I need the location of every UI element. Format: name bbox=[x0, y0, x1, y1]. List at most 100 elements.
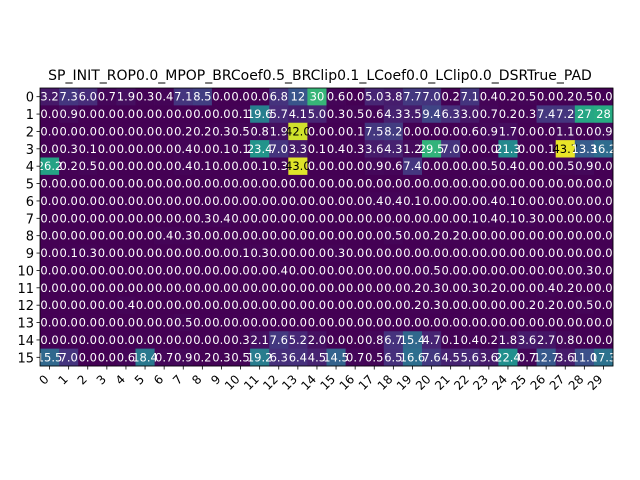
cell-value-label: 0.0 bbox=[193, 177, 211, 191]
cell-value-label: 0.5 bbox=[422, 263, 440, 277]
heatmap-cell bbox=[78, 174, 98, 193]
cell-value-label: 0.0 bbox=[98, 194, 116, 208]
cell-value-label: 0.0 bbox=[518, 142, 536, 156]
heatmap-cell bbox=[498, 88, 518, 106]
cell-value-label: 0.0 bbox=[422, 159, 440, 173]
heatmap-cell bbox=[536, 227, 557, 245]
cell-value-label: 0.0 bbox=[308, 281, 326, 295]
heatmap-cell bbox=[593, 296, 614, 315]
heatmap-cell bbox=[269, 261, 289, 280]
heatmap-cell bbox=[345, 105, 366, 124]
heatmap-cell bbox=[192, 192, 213, 210]
heatmap-cell bbox=[307, 348, 327, 367]
heatmap-cell bbox=[555, 140, 576, 158]
heatmap-cell bbox=[441, 105, 461, 124]
cell-value-label: 0.0 bbox=[40, 333, 58, 347]
heatmap-cell bbox=[154, 227, 175, 245]
cell-value-label: 0.0 bbox=[518, 194, 536, 208]
cell-value-label: 0.0 bbox=[231, 194, 249, 208]
heatmap-cell bbox=[460, 348, 480, 367]
heatmap-cell bbox=[383, 140, 404, 158]
heatmap-cell bbox=[211, 140, 232, 158]
cell-value-label: 0.0 bbox=[98, 177, 116, 191]
heatmap-cell bbox=[173, 192, 194, 210]
heatmap-cell bbox=[364, 174, 385, 193]
heatmap-cell bbox=[574, 244, 595, 263]
heatmap-cell bbox=[326, 157, 346, 176]
cell-value-label: 0.0 bbox=[308, 298, 326, 312]
heatmap-cell bbox=[40, 192, 60, 210]
heatmap-cell bbox=[326, 140, 346, 158]
cell-value-label: 0.1 bbox=[231, 142, 249, 156]
heatmap-cell bbox=[97, 122, 117, 141]
cell-value-label: 0.3 bbox=[60, 142, 78, 156]
heatmap-cell bbox=[383, 105, 404, 124]
heatmap-cell bbox=[211, 209, 232, 228]
heatmap-cell bbox=[78, 157, 98, 176]
cell-value-label: 0.0 bbox=[575, 177, 593, 191]
heatmap-cell bbox=[211, 261, 232, 280]
cell-value-label: 0.0 bbox=[480, 142, 498, 156]
heatmap-cell bbox=[288, 244, 308, 263]
cell-value-label: 0.0 bbox=[594, 281, 612, 295]
cell-value-label: 8.5 bbox=[193, 90, 211, 104]
cell-value-label: 17.3 bbox=[591, 350, 617, 364]
plot-frame bbox=[39, 87, 614, 367]
heatmap-cell bbox=[250, 313, 270, 332]
cell-value-label: 0.1 bbox=[442, 333, 460, 347]
heatmap-cell bbox=[250, 105, 270, 124]
heatmap-cell bbox=[135, 140, 155, 158]
heatmap-cell bbox=[40, 348, 60, 367]
heatmap-cells bbox=[40, 88, 614, 367]
cell-value-label: 0.0 bbox=[594, 177, 612, 191]
heatmap-cell bbox=[479, 348, 499, 367]
heatmap-cell bbox=[536, 157, 557, 176]
heatmap-cell bbox=[307, 174, 327, 193]
cell-value-label: 0.0 bbox=[480, 263, 498, 277]
heatmap-cell bbox=[441, 261, 461, 280]
heatmap-cell bbox=[383, 313, 404, 332]
heatmap-cell bbox=[402, 192, 423, 210]
y-tick-label: 10 bbox=[17, 264, 34, 279]
cell-value-label: 0.0 bbox=[251, 90, 269, 104]
cell-value-label: 0.0 bbox=[575, 124, 593, 138]
heatmap-cell bbox=[422, 244, 442, 263]
cell-value-label: 0.0 bbox=[365, 298, 383, 312]
cell-value-label: 0.7 bbox=[155, 350, 173, 364]
heatmap-cell bbox=[231, 279, 251, 297]
cell-value-label: 0.0 bbox=[79, 333, 97, 347]
heatmap-cell bbox=[173, 88, 194, 106]
heatmap-cell bbox=[593, 279, 614, 297]
heatmap-cell bbox=[326, 192, 346, 210]
cell-value-label: 0.0 bbox=[594, 263, 612, 277]
cell-value-label: 0.7 bbox=[98, 90, 116, 104]
heatmap-cell bbox=[364, 140, 385, 158]
heatmap-cell bbox=[536, 244, 557, 263]
heatmap-cell bbox=[211, 296, 232, 315]
cell-value-label: 0.0 bbox=[289, 281, 307, 295]
heatmap-cell bbox=[307, 279, 327, 297]
cell-value-label: 0.0 bbox=[174, 211, 192, 225]
cell-value-label: 0.0 bbox=[422, 211, 440, 225]
cell-value-label: 0.0 bbox=[117, 107, 135, 121]
heatmap-cell bbox=[574, 209, 595, 228]
cell-value-label: 5.2 bbox=[289, 333, 307, 347]
heatmap-cell bbox=[78, 348, 98, 367]
cell-value-label: 0.0 bbox=[270, 298, 288, 312]
heatmap-cell bbox=[593, 174, 614, 193]
heatmap-cell bbox=[231, 157, 251, 176]
heatmap-cell bbox=[40, 279, 60, 297]
heatmap-cell bbox=[59, 296, 79, 315]
cell-value-label: 0.0 bbox=[117, 142, 135, 156]
cell-value-label: 0.0 bbox=[270, 211, 288, 225]
cell-value-label: 0.0 bbox=[40, 142, 58, 156]
heatmap-cell bbox=[326, 88, 346, 106]
cell-value-label: 0.3 bbox=[575, 263, 593, 277]
cell-value-label: 0.2 bbox=[403, 298, 421, 312]
cell-value-label: 0.5 bbox=[556, 159, 574, 173]
cell-value-label: 0.0 bbox=[327, 281, 345, 295]
heatmap-cell bbox=[78, 244, 98, 263]
cell-value-label: 0.1 bbox=[537, 142, 555, 156]
cell-value-label: 0.1 bbox=[403, 194, 421, 208]
